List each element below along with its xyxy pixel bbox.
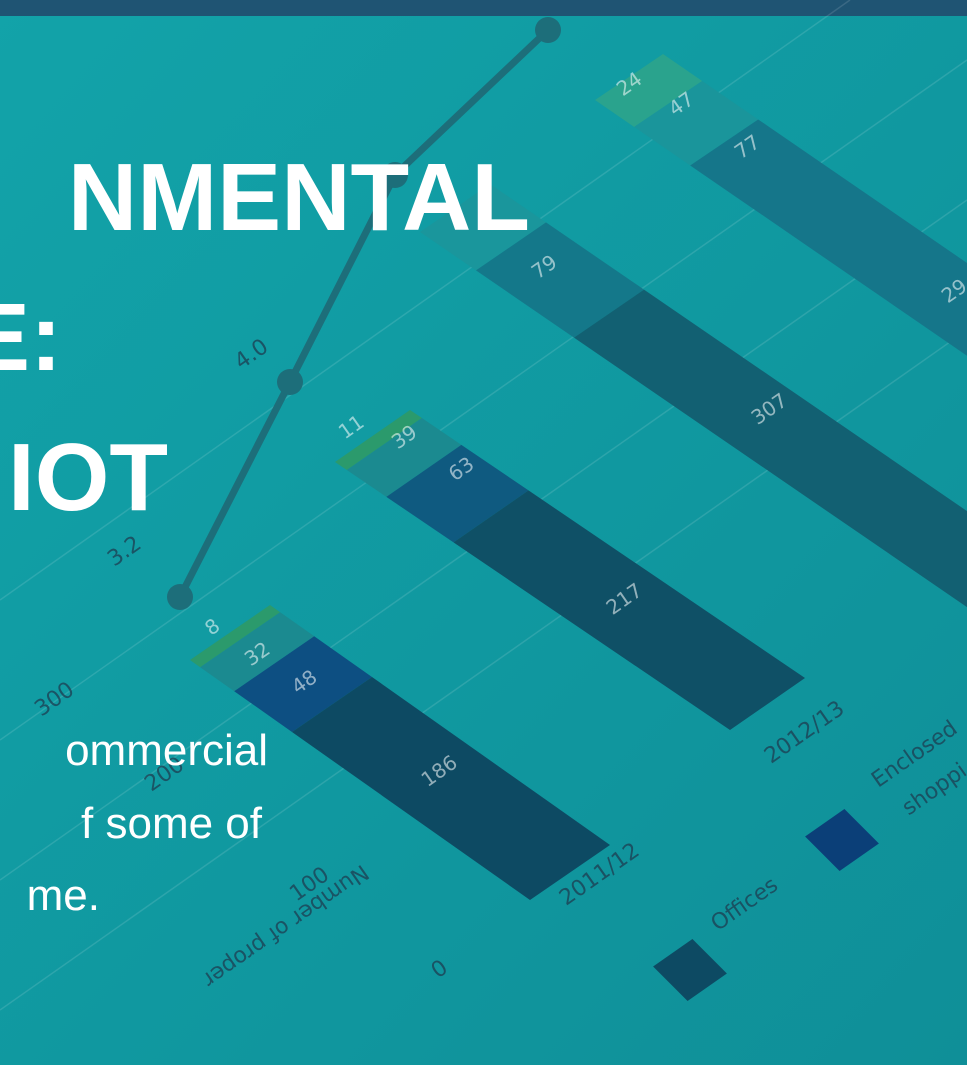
headline-line: E:: [0, 284, 62, 391]
body-line: ommercial: [65, 726, 268, 775]
legend-swatch: [805, 809, 879, 871]
line-point: [167, 584, 193, 610]
line-point: [535, 17, 561, 43]
bar-segment: [200, 612, 315, 692]
trend-line: [176, 27, 551, 599]
top-strip: [0, 0, 967, 16]
body-line: me.: [27, 871, 100, 920]
body-line: f some of: [81, 799, 263, 848]
bar-2: [335, 410, 805, 730]
bar-segment: [690, 119, 967, 485]
bar-4: [595, 54, 967, 485]
bar-segment: [386, 444, 529, 543]
legend-swatch: [653, 939, 727, 1001]
line-points: [167, 17, 561, 610]
headline-line: IOT: [8, 424, 168, 531]
bar-segment: [420, 184, 546, 271]
headline: NMENTAL E: IOT: [0, 144, 530, 531]
headline-line: NMENTAL: [68, 144, 530, 251]
bar-segment: [453, 490, 805, 730]
bar-segment: [234, 636, 372, 732]
line-point: [382, 162, 408, 188]
bar-segment: [335, 410, 422, 471]
bar-segment: [190, 605, 281, 668]
bar-3: [420, 184, 967, 712]
bar-segment: [634, 80, 759, 166]
bar-segment: [292, 677, 610, 900]
bar-segment: [573, 289, 967, 712]
bar-1: [190, 605, 610, 900]
bar-segment: [475, 222, 644, 338]
line-point: [277, 369, 303, 395]
bar-segment: [346, 418, 462, 497]
body-text: ommercial f some of me.: [27, 726, 268, 920]
bar-segment: [595, 54, 703, 127]
